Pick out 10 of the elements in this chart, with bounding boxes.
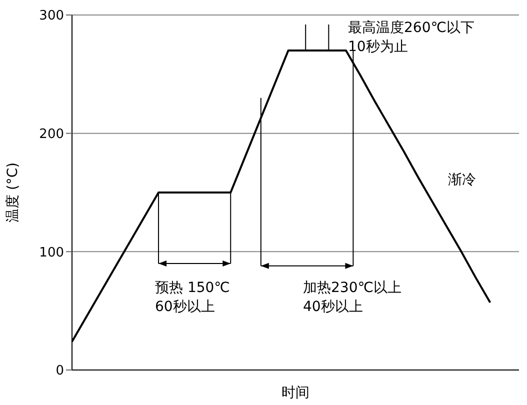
annotation: 最高温度260℃以下 10秒为止: [348, 20, 474, 55]
y-tick-label: 200: [39, 126, 64, 142]
y-tick-label: 0: [56, 364, 64, 379]
annotation: 加热230℃以上 40秒以上: [303, 280, 402, 315]
y-axis-title: 温度 (°C): [4, 162, 21, 223]
annotation: 渐冷: [448, 172, 476, 188]
y-tick-label: 100: [39, 245, 64, 260]
annotation: 预热 150℃ 60秒以上: [155, 280, 230, 315]
y-tick-label: 300: [39, 8, 64, 24]
x-axis-title: 时间: [282, 385, 310, 401]
